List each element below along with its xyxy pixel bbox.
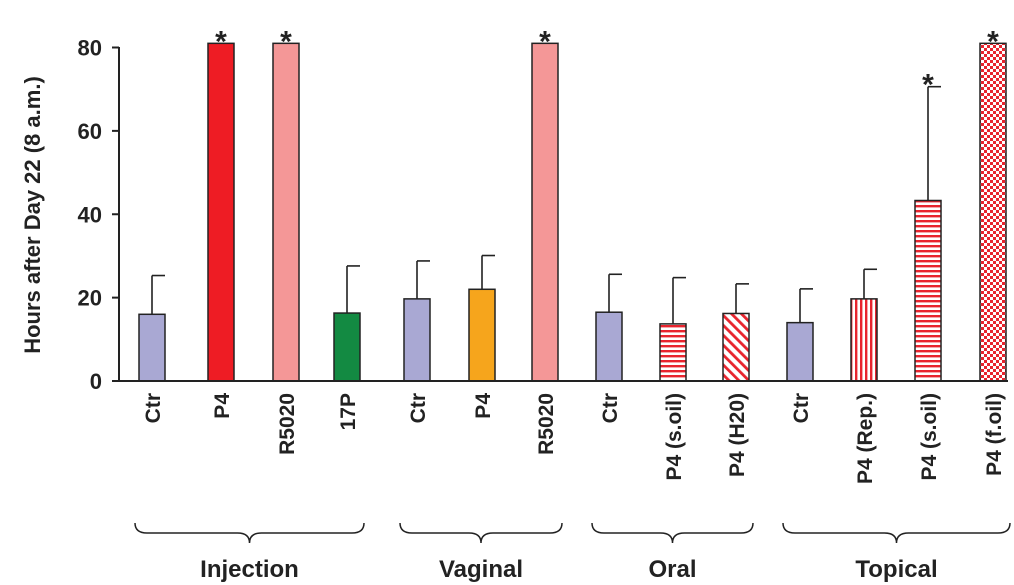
x-tick-label: Ctr [790,393,813,423]
y-tick-label: 60 [78,119,102,144]
bar [659,323,687,382]
bar [272,42,300,382]
bar [468,288,496,382]
group-label: Topical [855,556,937,583]
x-tick-label: P4 [211,393,234,419]
group-brace [782,522,1011,544]
significance-marker: * [987,25,999,58]
significance-marker: * [215,25,227,58]
bar [914,199,942,382]
x-tick-label: P4 (H20) [726,393,749,477]
bar [531,42,559,382]
group-brace [591,522,754,544]
y-tick-label: 40 [78,202,102,227]
x-tick-label: Ctr [599,393,622,423]
bar [786,321,814,382]
bar [333,312,361,382]
x-tick-label: P4 [472,393,495,419]
x-tick-label: R5020 [276,393,299,455]
x-tick-label: Ctr [407,393,430,423]
significance-marker: * [280,25,292,58]
bar [722,312,750,382]
x-tick-label: P4 (s.oil) [663,393,686,481]
y-axis-label: Hours after Day 22 (8 a.m.) [20,76,45,354]
bar [979,42,1007,382]
x-tick-label: 17P [337,393,360,430]
significance-marker: * [922,69,934,102]
y-tick-label: 0 [90,369,102,394]
group-label: Injection [200,556,299,583]
bar [850,298,878,382]
y-tick-label: 80 [78,36,102,61]
bar [138,313,166,382]
bar [207,42,235,382]
bar [595,311,623,382]
group-brace [399,522,563,544]
significance-marker: * [539,25,551,58]
x-tick-label: Ctr [142,393,165,423]
bar [403,298,431,382]
group-label: Vaginal [439,556,523,583]
x-tick-label: P4 (Rep.) [854,393,877,484]
x-tick-label: P4 (f.oil) [983,393,1006,476]
x-tick-label: R5020 [535,393,558,455]
group-brace [134,522,365,544]
y-tick-label: 20 [78,286,102,311]
x-tick-label: P4 (s.oil) [918,393,941,481]
group-label: Oral [648,556,696,583]
